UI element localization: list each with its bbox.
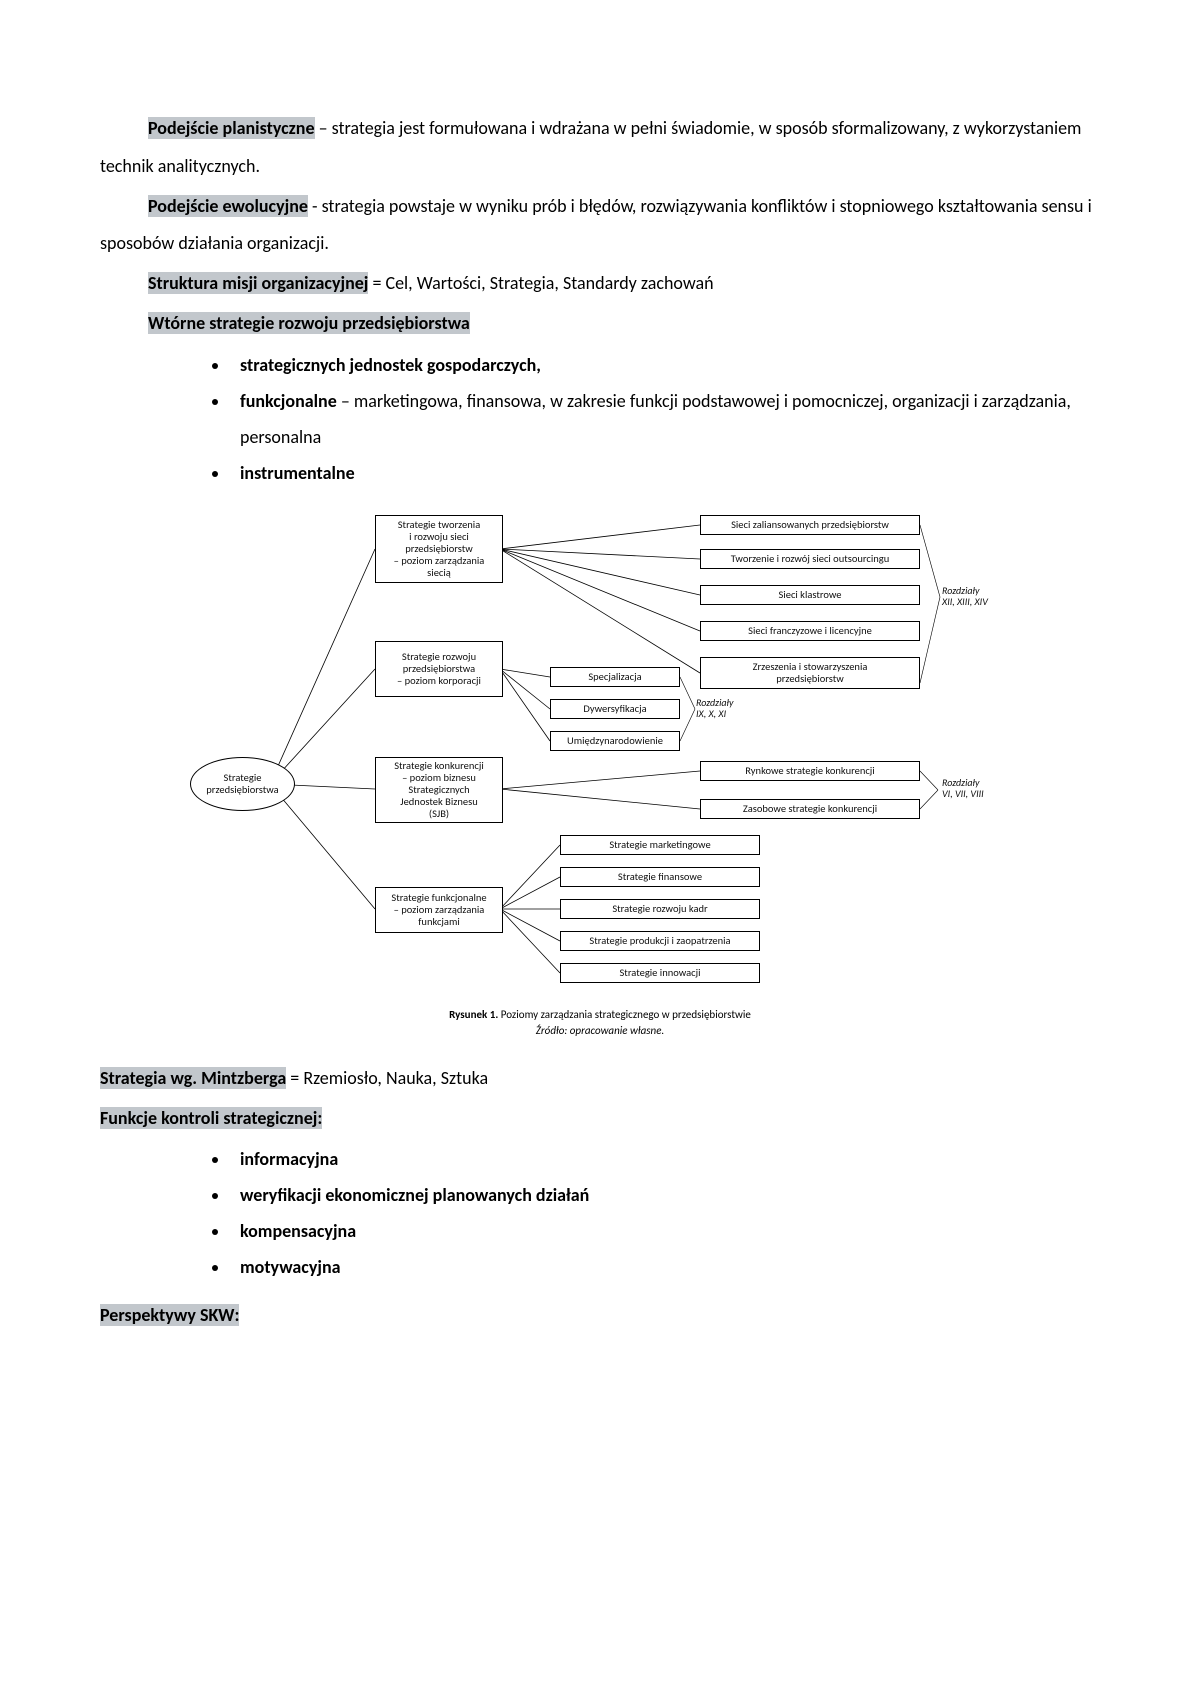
leaf-net-4: Zrzeszenia i stowarzyszenia przedsiębior… [700, 657, 920, 689]
text: – marketingowa, finansowa, w zakresie fu… [240, 390, 1071, 448]
text: instrumentalne [240, 462, 355, 484]
text: Strategie produkcji i zaopatrzenia [589, 935, 730, 947]
term-wtorne-strategie: Wtórne strategie rozwoju przedsiębiorstw… [148, 312, 470, 334]
caption-label: Rysunek 1. [449, 1008, 501, 1021]
text: Tworzenie i rozwój sieci outsourcingu [731, 553, 890, 565]
text: = Cel, Wartości, Strategia, Standardy za… [368, 272, 713, 294]
leaf-net-0: Sieci zaliansowanych przedsiębiorstw [700, 515, 920, 535]
node-functional: Strategie funkcjonalne – poziom zarządza… [375, 887, 503, 933]
text: Dywersyfikacja [583, 703, 646, 715]
text: Umiędzynarodowienie [567, 735, 663, 747]
term-funkcje-kontroli: Funkcje kontroli strategicznej: [100, 1107, 322, 1129]
list-item: strategicznych jednostek gospodarczych, [230, 347, 1100, 383]
leaf-net-1: Tworzenie i rozwój sieci outsourcingu [700, 549, 920, 569]
leaf-corp-0: Specjalizacja [550, 667, 680, 687]
text: Specjalizacja [588, 671, 641, 683]
text: Rozdziały XII, XIII, XIV [942, 584, 988, 609]
list-item: informacyjna [230, 1141, 1100, 1177]
node-competition: Strategie konkurencji – poziom biznesu S… [375, 757, 503, 823]
list-item: weryfikacji ekonomicznej planowanych dzi… [230, 1177, 1100, 1213]
term-planistyczne: Podejście planistyczne [148, 117, 315, 139]
list-item: instrumentalne [230, 455, 1100, 491]
caption-source: Źródło: opracowanie własne. [536, 1024, 664, 1037]
leaf-func-3: Strategie produkcji i zaopatrzenia [560, 931, 760, 951]
list-item: motywacyjna [230, 1249, 1100, 1285]
leaf-corp-1: Dywersyfikacja [550, 699, 680, 719]
text: Strategie finansowe [618, 871, 702, 883]
bullet-list-funkcje: informacyjna weryfikacji ekonomicznej pl… [100, 1141, 1100, 1285]
chapters-comp: Rozdziały VI, VII, VIII [942, 777, 1012, 800]
leaf-func-0: Strategie marketingowe [560, 835, 760, 855]
text: weryfikacji ekonomicznej planowanych dzi… [240, 1184, 589, 1206]
text: kompensacyjna [240, 1220, 356, 1242]
paragraph-struktura-misji: Struktura misji organizacyjnej = Cel, Wa… [100, 265, 1100, 303]
leaf-comp-0: Rynkowe strategie konkurencji [700, 761, 920, 781]
term-struktura-misji: Struktura misji organizacyjnej [148, 272, 368, 294]
root-label: Strategie przedsiębiorstwa [195, 772, 290, 796]
leaf-net-2: Sieci klastrowe [700, 585, 920, 605]
leaf-func-4: Strategie innowacji [560, 963, 760, 983]
text: informacyjna [240, 1148, 338, 1170]
paragraph-wtorne-strategie: Wtórne strategie rozwoju przedsiębiorstw… [100, 305, 1100, 343]
text: Strategie tworzenia i rozwoju sieci prze… [394, 519, 485, 579]
paragraph-funkcje-kontroli: Funkcje kontroli strategicznej: [100, 1100, 1100, 1138]
paragraph-perspektywy-skw: Perspektywy SKW: [100, 1297, 1100, 1335]
chapters-corp: Rozdziały IX, X, XI [696, 697, 766, 720]
document-page: Podejście planistyczne – strategia jest … [0, 0, 1200, 1698]
paragraph-planistyczne: Podejście planistyczne – strategia jest … [100, 110, 1100, 186]
text: Strategie konkurencji – poziom biznesu S… [394, 760, 484, 820]
bullet-list-strategies: strategicznych jednostek gospodarczych, … [100, 347, 1100, 491]
chapters-net: Rozdziały XII, XIII, XIV [942, 585, 1012, 608]
figure-caption: Rysunek 1. Poziomy zarządzania strategic… [190, 1007, 1010, 1040]
text: Zasobowe strategie konkurencji [743, 803, 877, 815]
strategy-diagram: Strategie przedsiębiorstwa Strategie two… [190, 509, 1010, 989]
text: funkcjonalne [240, 390, 337, 412]
text: Rozdziały IX, X, XI [696, 696, 733, 721]
leaf-func-1: Strategie finansowe [560, 867, 760, 887]
leaf-comp-1: Zasobowe strategie konkurencji [700, 799, 920, 819]
text: Sieci klastrowe [778, 589, 841, 601]
text: strategicznych jednostek gospodarczych, [240, 354, 541, 376]
caption-text: Poziomy zarządzania strategicznego w prz… [501, 1008, 751, 1021]
text: Strategie rozwoju kadr [612, 903, 707, 915]
text: Sieci zaliansowanych przedsiębiorstw [731, 519, 889, 531]
text: Strategie funkcjonalne – poziom zarządza… [391, 892, 486, 928]
text: = Rzemiosło, Nauka, Sztuka [286, 1067, 488, 1089]
list-item: kompensacyjna [230, 1213, 1100, 1249]
text: motywacyjna [240, 1256, 341, 1278]
text: Sieci franczyzowe i licencyjne [748, 625, 872, 637]
term-perspektywy-skw: Perspektywy SKW: [100, 1304, 239, 1326]
term-ewolucyjne: Podejście ewolucyjne [148, 195, 308, 217]
leaf-net-3: Sieci franczyzowe i licencyjne [700, 621, 920, 641]
text: Zrzeszenia i stowarzyszenia przedsiębior… [753, 661, 868, 685]
text: Strategie rozwoju przedsiębiorstwa – poz… [397, 651, 481, 687]
leaf-corp-2: Umiędzynarodowienie [550, 731, 680, 751]
paragraph-mintzberg: Strategia wg. Mintzberga = Rzemiosło, Na… [100, 1060, 1100, 1098]
node-network: Strategie tworzenia i rozwoju sieci prze… [375, 515, 503, 583]
text: Strategie marketingowe [609, 839, 710, 851]
text: Strategie innowacji [619, 967, 700, 979]
term-mintzberg: Strategia wg. Mintzberga [100, 1067, 286, 1089]
paragraph-ewolucyjne: Podejście ewolucyjne - strategia powstaj… [100, 188, 1100, 264]
list-item: funkcjonalne – marketingowa, finansowa, … [230, 383, 1100, 455]
node-corporate: Strategie rozwoju przedsiębiorstwa – poz… [375, 641, 503, 697]
text: Rynkowe strategie konkurencji [745, 765, 874, 777]
leaf-func-2: Strategie rozwoju kadr [560, 899, 760, 919]
root-node: Strategie przedsiębiorstwa [190, 757, 295, 811]
text: Rozdziały VI, VII, VIII [942, 776, 984, 801]
figure-1: Strategie przedsiębiorstwa Strategie two… [190, 509, 1010, 1040]
